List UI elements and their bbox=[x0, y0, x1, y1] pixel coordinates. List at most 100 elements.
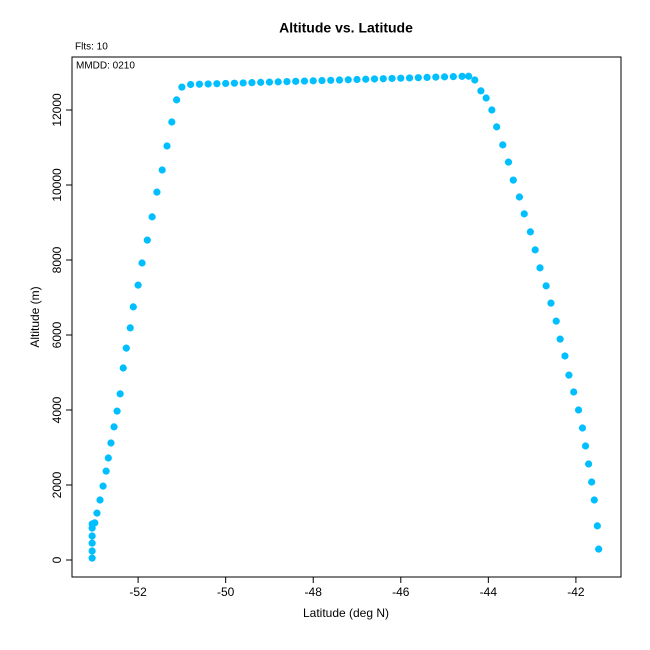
point bbox=[187, 80, 195, 89]
point bbox=[239, 79, 247, 87]
y-tick-label: 2000 bbox=[50, 471, 64, 498]
point bbox=[526, 228, 534, 236]
point bbox=[122, 344, 130, 352]
point bbox=[585, 460, 593, 468]
point bbox=[143, 236, 151, 244]
point bbox=[158, 166, 166, 174]
point bbox=[542, 282, 550, 290]
point bbox=[449, 73, 457, 81]
point bbox=[102, 467, 110, 475]
point bbox=[204, 80, 212, 88]
point bbox=[590, 496, 598, 504]
point bbox=[379, 75, 387, 83]
point bbox=[578, 424, 587, 432]
point bbox=[134, 281, 142, 289]
point bbox=[168, 118, 176, 126]
point bbox=[509, 176, 517, 184]
x-tick-label: -46 bbox=[392, 585, 410, 599]
point bbox=[257, 78, 265, 86]
point bbox=[222, 79, 230, 88]
point bbox=[471, 76, 479, 84]
y-tick-label: 10000 bbox=[50, 168, 64, 202]
point bbox=[327, 76, 335, 84]
point bbox=[292, 77, 300, 85]
point bbox=[536, 264, 544, 272]
point bbox=[581, 442, 590, 450]
point bbox=[88, 554, 96, 562]
x-tick-label: -50 bbox=[217, 585, 235, 599]
point bbox=[88, 532, 96, 540]
point bbox=[552, 317, 560, 325]
point bbox=[96, 496, 104, 504]
point bbox=[547, 299, 555, 307]
subtitle: Flts: 10 bbox=[75, 42, 108, 53]
point bbox=[88, 539, 96, 547]
point bbox=[574, 406, 583, 414]
point bbox=[173, 96, 181, 104]
point bbox=[116, 390, 124, 398]
y-axis-label: Altitude (m) bbox=[28, 286, 42, 347]
point bbox=[88, 547, 96, 555]
point bbox=[300, 77, 309, 85]
point bbox=[515, 193, 524, 201]
y-tick-label: 4000 bbox=[50, 396, 64, 423]
point bbox=[119, 364, 127, 372]
x-tick-label: -48 bbox=[305, 585, 323, 599]
point bbox=[107, 439, 115, 447]
point bbox=[283, 78, 291, 86]
point bbox=[588, 478, 596, 486]
chart-title: Altitude vs. Latitude bbox=[279, 20, 413, 36]
point bbox=[414, 74, 422, 82]
point bbox=[113, 407, 121, 415]
point bbox=[458, 72, 466, 80]
annotation: MMDD: 0210 bbox=[76, 61, 135, 72]
point bbox=[465, 72, 473, 80]
point bbox=[570, 388, 578, 396]
y-tick-label: 0 bbox=[50, 556, 64, 563]
point bbox=[565, 371, 573, 379]
point bbox=[362, 75, 370, 83]
point bbox=[309, 77, 317, 85]
x-tick-label: -44 bbox=[480, 585, 498, 599]
point bbox=[556, 335, 564, 343]
point bbox=[353, 75, 361, 84]
point bbox=[213, 80, 221, 88]
point bbox=[370, 75, 379, 83]
point bbox=[230, 79, 239, 87]
point bbox=[195, 80, 203, 88]
point bbox=[335, 76, 344, 84]
point bbox=[595, 545, 603, 553]
point bbox=[110, 423, 118, 431]
point bbox=[148, 213, 156, 221]
point bbox=[265, 78, 274, 86]
point bbox=[423, 73, 431, 82]
point bbox=[397, 74, 405, 82]
x-axis-label: Latitude (deg N) bbox=[303, 606, 389, 620]
point bbox=[178, 83, 186, 91]
point bbox=[504, 158, 513, 166]
point bbox=[344, 76, 352, 84]
point bbox=[432, 73, 440, 81]
point bbox=[488, 106, 496, 114]
point bbox=[493, 123, 501, 131]
x-tick-label: -42 bbox=[567, 585, 585, 599]
y-tick-label: 12000 bbox=[50, 93, 64, 127]
y-tick-label: 8000 bbox=[50, 246, 64, 273]
point bbox=[129, 303, 137, 311]
point bbox=[274, 78, 282, 86]
point bbox=[499, 141, 507, 149]
point bbox=[440, 73, 449, 81]
point bbox=[531, 246, 539, 254]
point bbox=[405, 74, 414, 82]
point bbox=[482, 94, 490, 102]
point bbox=[561, 352, 569, 360]
point bbox=[318, 76, 326, 85]
point bbox=[153, 188, 161, 196]
point bbox=[91, 519, 99, 527]
point bbox=[163, 142, 171, 150]
point bbox=[126, 324, 134, 332]
point bbox=[593, 522, 601, 530]
y-tick-label: 6000 bbox=[50, 321, 64, 348]
